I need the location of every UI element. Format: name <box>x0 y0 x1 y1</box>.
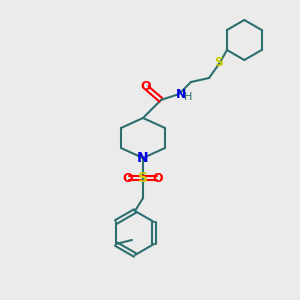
Text: S: S <box>138 171 148 185</box>
Text: O: O <box>141 80 151 94</box>
Text: O: O <box>123 172 133 184</box>
Text: S: S <box>214 56 224 70</box>
Text: N: N <box>137 151 149 165</box>
Text: O: O <box>153 172 163 184</box>
Text: H: H <box>184 92 192 102</box>
Text: N: N <box>176 88 186 100</box>
